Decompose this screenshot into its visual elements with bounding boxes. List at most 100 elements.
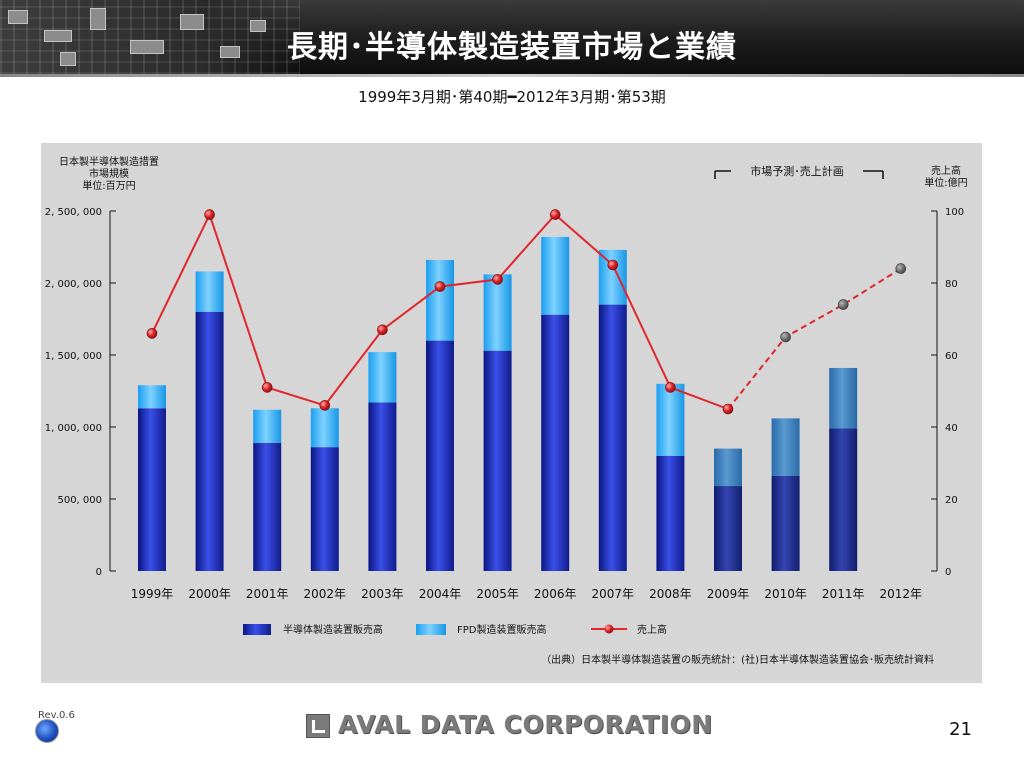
x-axis-label: 2002年 (304, 587, 347, 601)
sales-point (780, 331, 791, 343)
legend-swatch-sales-marker (604, 624, 614, 634)
bar-fpd (771, 418, 800, 476)
bar-fpd (253, 409, 282, 443)
bar-semiconductor (541, 314, 570, 571)
bar-semiconductor (829, 428, 858, 571)
bar-semiconductor (310, 447, 339, 571)
x-axis-label: 2005年 (476, 587, 519, 601)
left-tick-label: 2, 000, 000 (45, 279, 102, 290)
sales-point (665, 382, 676, 393)
left-tick-label: 1, 000, 000 (45, 423, 102, 434)
sales-point (895, 263, 907, 274)
right-tick-label: 0 (945, 567, 951, 578)
bar-semiconductor (195, 311, 224, 571)
source-note: （出典）日本製半導体製造装置の販売統計：(社)日本半導体製造装置協会･販売統計資… (541, 653, 934, 666)
bar-semiconductor (138, 408, 166, 571)
legend-label-fpd: FPD製造装置販売高 (457, 623, 546, 636)
x-axis-label: 2012年 (880, 587, 923, 601)
sales-point (204, 209, 215, 220)
bar-fpd (714, 448, 742, 487)
sales-point (377, 324, 388, 336)
company-logo-icon (306, 714, 330, 738)
right-axis-label-line2: 単位:億円 (924, 176, 967, 189)
left-axis-ticks: 0 500, 000 1, 000, 000 1, 500, 000 2, 000, 0… (45, 207, 116, 578)
left-tick-label: 2, 500, 000 (45, 207, 102, 218)
bar-fpd (138, 385, 166, 409)
left-axis-label-line2: 市場規模 (89, 167, 129, 180)
legend-swatch-semiconductor (243, 624, 271, 635)
left-tick-label: 0 (96, 567, 102, 578)
bar-semiconductor (426, 340, 454, 571)
bar-fpd (310, 408, 339, 448)
bar-fpd (598, 249, 627, 305)
sales-point (146, 328, 158, 339)
x-axis-label: 2004年 (419, 587, 462, 601)
header-divider (0, 74, 1024, 77)
left-axis-label-line1: 日本製半導体製造措置 (59, 155, 159, 168)
page-number: 21 (949, 719, 972, 740)
x-axis-label: 2003年 (361, 587, 404, 601)
bar-semiconductor (714, 486, 742, 571)
company-brand: AVAL DATA CORPORATION (306, 708, 726, 744)
bar-series (138, 236, 858, 571)
left-tick-label: 1, 500, 000 (45, 351, 102, 362)
bar-semiconductor (598, 304, 627, 571)
bar-fpd (426, 259, 454, 341)
right-tick-label: 40 (945, 423, 958, 434)
bar-fpd (656, 383, 685, 456)
bar-fpd (368, 352, 397, 403)
sales-point (492, 274, 503, 285)
bar-semiconductor (483, 350, 512, 571)
circuit-board-banner (0, 0, 300, 74)
sales-line-forecast (727, 267, 902, 410)
slide-subtitle: 1999年3月期･第40期━2012年3月期･第53期 (358, 88, 666, 106)
right-tick-label: 80 (945, 279, 958, 290)
x-axis-label: 2008年 (649, 587, 692, 601)
right-tick-label: 100 (945, 207, 964, 218)
sales-point (261, 382, 273, 393)
bar-fpd (195, 271, 224, 312)
company-name: AVAL DATA CORPORATION (338, 710, 713, 739)
company-logo-circle (35, 719, 59, 743)
sales-line-series (146, 209, 907, 415)
market-chart: 日本製半導体製造措置 市場規模 単位:百万円 売上高 単位:億円 市場予測･売上… (45, 155, 968, 666)
chart-panel: 日本製半導体製造措置 市場規模 単位:百万円 売上高 単位:億円 市場予測･売上… (41, 143, 982, 683)
right-tick-label: 60 (945, 351, 958, 362)
bar-fpd (483, 274, 512, 351)
forecast-bracket: 市場予測･売上計画 (714, 164, 884, 179)
legend-label-sales: 売上高 (637, 623, 667, 636)
x-axis-label: 2007年 (592, 587, 635, 601)
legend-label-semiconductor: 半導体製造装置販売高 (283, 623, 383, 636)
x-axis-label: 2000年 (188, 587, 231, 601)
revision-label: Rev.0.6 (38, 710, 75, 721)
right-axis-label-line1: 売上高 (931, 164, 961, 177)
right-tick-label: 20 (945, 495, 958, 506)
sales-point (319, 400, 331, 411)
bar-fpd (541, 236, 570, 315)
x-axis-label: 1999年 (131, 587, 174, 601)
sales-point (434, 281, 446, 292)
x-axis-label: 2009年 (707, 587, 750, 601)
legend-swatch-fpd (416, 624, 446, 635)
sales-point (607, 259, 619, 271)
bar-semiconductor (368, 402, 397, 571)
left-axis-label-line3: 単位:百万円 (82, 179, 135, 192)
bar-fpd (829, 367, 858, 429)
bar-semiconductor (656, 455, 685, 571)
bar-semiconductor (253, 442, 282, 571)
forecast-label: 市場予測･売上計画 (750, 164, 844, 178)
x-axis-label: 2010年 (764, 587, 807, 601)
slide-title: 長期･半導体製造装置市場と業績 (287, 30, 737, 65)
right-axis-ticks: 0 20 40 60 80 100 (931, 207, 964, 578)
chart-legend: 半導体製造装置販売高 FPD製造装置販売高 売上高 (243, 623, 667, 636)
x-axis-label: 2011年 (822, 587, 865, 601)
x-axis-label: 2001年 (246, 587, 289, 601)
slide-header: 長期･半導体製造装置市場と業績 (0, 0, 1024, 74)
sales-point (837, 299, 849, 310)
sales-point (549, 209, 561, 220)
x-axis-labels: 1999年 2000年 2001年 2002年 2003年 2004年 2005年 2006年… (131, 587, 922, 601)
x-axis-label: 2006年 (534, 587, 577, 601)
bar-semiconductor (771, 475, 800, 571)
left-tick-label: 500, 000 (57, 495, 102, 506)
sales-point (722, 403, 734, 415)
